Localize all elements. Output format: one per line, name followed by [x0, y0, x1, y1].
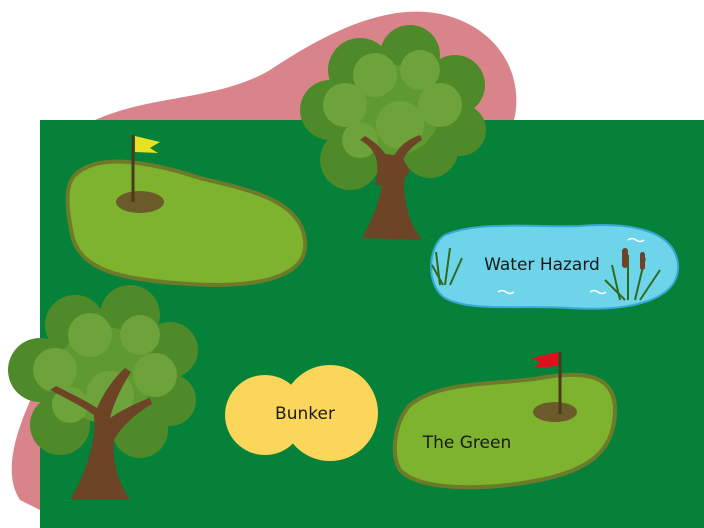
water-hazard: Water Hazard — [431, 225, 678, 309]
foliage-part — [353, 53, 397, 97]
hole — [533, 402, 577, 422]
page: {"labels": {"water_hazard": "Water Hazar… — [0, 0, 704, 528]
golf-course-illustration: Water Hazard Bunker The Green — [0, 0, 704, 528]
cattails-part — [640, 252, 645, 270]
bunker: Bunker — [225, 365, 378, 461]
body: Water Hazard Bunker The Green (() => { c… — [0, 0, 704, 528]
bunker-label: Bunker — [275, 404, 335, 424]
foliage-part — [120, 315, 160, 355]
hole — [116, 191, 164, 213]
foliage-part — [68, 313, 112, 357]
foliage-part — [33, 348, 77, 392]
foliage-part — [133, 353, 177, 397]
water-hazard-label: Water Hazard — [484, 255, 600, 275]
foliage-part — [418, 83, 462, 127]
cattails-part — [622, 248, 628, 268]
green-label: The Green — [422, 433, 512, 453]
